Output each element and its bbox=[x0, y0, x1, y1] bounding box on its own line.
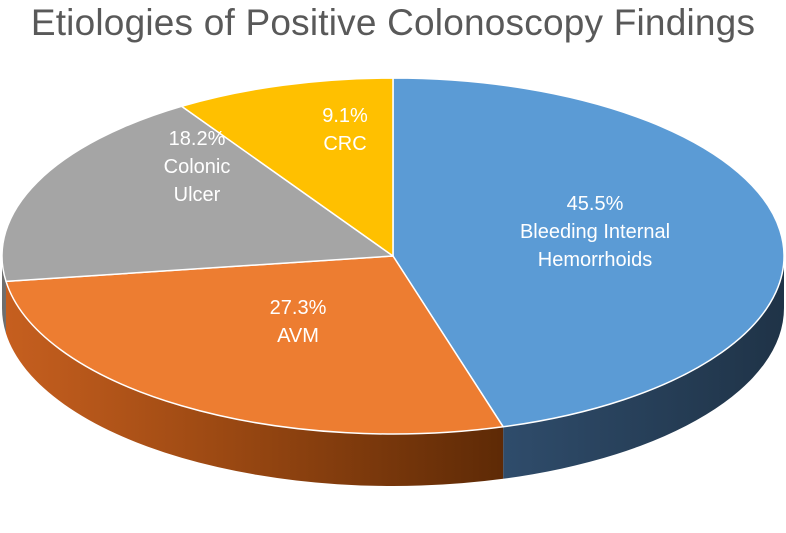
data-label-percent: 45.5% bbox=[567, 193, 624, 215]
data-label-percent: 9.1% bbox=[322, 105, 368, 127]
data-label-percent: 27.3% bbox=[270, 297, 327, 319]
pie-slice-avm bbox=[5, 255, 504, 435]
data-label-percent: 18.2% bbox=[169, 128, 226, 150]
data-label-category: Colonic bbox=[164, 156, 231, 178]
pie-side-hemorrhoids bbox=[503, 256, 784, 479]
pie-tops bbox=[1, 77, 785, 435]
data-label-category: CRC bbox=[323, 133, 366, 155]
data-label-ulcer: 18.2% Colonic Ulcer bbox=[164, 128, 231, 206]
chart-title: Etiologies of Positive Colonoscopy Findi… bbox=[30, 2, 756, 43]
pie-labels: 45.5% Bleeding Internal Hemorrhoids 27.3% AV… bbox=[164, 105, 670, 347]
data-label-category: Hemorrhoids bbox=[538, 249, 652, 271]
data-label-category: Bleeding Internal bbox=[520, 221, 670, 243]
pie-side-ulcer bbox=[2, 256, 6, 334]
data-label-avm: 27.3% AVM bbox=[270, 297, 327, 347]
data-label-hemorrhoids: 45.5% Bleeding Internal Hemorrhoids bbox=[520, 193, 670, 271]
data-label-category: AVM bbox=[277, 325, 319, 347]
pie-slice-crc bbox=[180, 77, 394, 257]
pie-slice-hemorrhoids bbox=[392, 77, 785, 428]
pie-slice-ulcer bbox=[1, 105, 394, 283]
data-label-crc: 9.1% CRC bbox=[322, 105, 368, 155]
pie-sides bbox=[2, 256, 784, 487]
pie-side-avm bbox=[5, 281, 504, 487]
data-label-category: Ulcer bbox=[174, 184, 221, 206]
